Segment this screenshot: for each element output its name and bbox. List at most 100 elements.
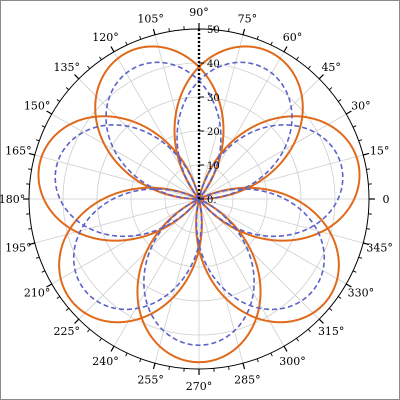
minor-tick-160 (35, 139, 40, 142)
angle-label-180: 180° (0, 193, 25, 206)
grid-spoke-330 (198, 198, 347, 285)
minor-tick-325 (337, 296, 342, 299)
minor-tick-295 (270, 352, 273, 357)
minor-tick-130 (87, 65, 91, 70)
radial-axis: 0. 10 20 30 40 50 (197, 25, 220, 206)
minor-tick-65 (270, 41, 273, 46)
major-tick-30 (345, 110, 352, 115)
angular-axis: 0 15° 30° 45° 60° 75° 90° 105° 120° 135° 150° 165° 1… (0, 6, 393, 393)
minor-tick-335 (352, 270, 357, 273)
angle-label-135: 135° (54, 61, 81, 74)
radial-label-0: 0. (207, 195, 217, 206)
major-tick-255 (152, 363, 156, 370)
major-tick-240 (110, 345, 115, 352)
grid-spoke-15 (198, 154, 364, 200)
major-tick-315 (318, 318, 324, 324)
grid-spoke-210 (51, 198, 200, 285)
minor-tick-340 (358, 256, 363, 259)
minor-tick-20 (358, 139, 363, 142)
grid-spoke-105 (154, 34, 200, 200)
angle-label-195: 195° (5, 241, 32, 254)
angle-label-165: 165° (5, 145, 32, 158)
angle-label-75: 75° (238, 12, 258, 25)
angle-label-315: 315° (318, 325, 345, 338)
angle-label-45: 45° (321, 61, 341, 74)
minor-tick-145 (56, 99, 61, 102)
series-layer (37, 45, 361, 364)
minor-tick-55 (296, 56, 299, 61)
angle-label-240: 240° (92, 355, 119, 368)
grid-spoke-45 (198, 78, 320, 200)
grid-spoke-75 (198, 34, 244, 200)
minor-tick-280 (228, 366, 230, 370)
major-tick-120 (110, 46, 115, 53)
angle-label-285: 285° (234, 374, 261, 387)
series-line-1 (37, 45, 361, 364)
major-tick-330 (345, 283, 352, 288)
radial-label-50: 50 (207, 25, 220, 36)
angle-label-255: 255° (137, 374, 164, 387)
grid-spoke-195 (34, 198, 200, 244)
minor-tick-125 (99, 56, 102, 61)
major-tick-105 (152, 28, 156, 35)
major-tick-225 (74, 318, 80, 324)
minor-tick-35 (337, 99, 342, 102)
angle-label-60: 60° (283, 31, 303, 44)
minor-tick-140 (65, 87, 70, 91)
angle-label-120: 120° (92, 31, 119, 44)
minor-tick-80 (228, 28, 230, 32)
minor-tick-190 (28, 228, 32, 230)
angle-label-150: 150° (24, 100, 51, 113)
minor-tick-70 (256, 35, 259, 40)
grid-spoke-285 (198, 198, 244, 364)
major-tick-135 (74, 74, 80, 80)
minor-tick-260 (168, 366, 170, 370)
grid-spoke-255 (154, 198, 200, 364)
angle-label-15: 15° (370, 145, 390, 158)
angle-label-300: 300° (279, 355, 306, 368)
minor-tick-10 (366, 168, 370, 170)
major-tick-300 (283, 345, 288, 352)
angle-label-225: 225° (54, 325, 81, 338)
angle-label-210: 210° (24, 287, 51, 300)
minor-tick-170 (28, 168, 32, 170)
angle-label-270: 270° (186, 380, 213, 393)
major-tick-75 (242, 28, 246, 35)
angle-label-105: 105° (137, 12, 164, 25)
angle-label-345: 345° (366, 241, 393, 254)
minor-tick-40 (328, 87, 333, 91)
grid-spoke-300 (198, 198, 285, 347)
minor-tick-290 (256, 358, 259, 363)
minor-tick-100 (168, 28, 170, 32)
minor-tick-205 (41, 270, 46, 273)
minor-tick-305 (296, 337, 299, 342)
grid-spoke-135 (78, 78, 200, 200)
minor-tick-350 (366, 228, 370, 230)
grid-spoke-150 (51, 113, 200, 200)
minor-tick-215 (56, 296, 61, 299)
grid-spoke-240 (113, 198, 200, 347)
angle-label-330: 330° (348, 287, 375, 300)
grid-spoke-165 (34, 154, 200, 200)
major-tick-195 (28, 242, 35, 246)
major-tick-345 (363, 242, 370, 246)
minor-tick-50 (307, 65, 311, 70)
minor-tick-235 (99, 337, 102, 342)
major-tick-285 (242, 363, 246, 370)
major-tick-45 (318, 74, 324, 80)
major-tick-165 (28, 152, 35, 156)
minor-tick-25 (352, 125, 357, 128)
radial-label-20: 20 (207, 127, 220, 138)
minor-tick-115 (125, 41, 128, 46)
minor-tick-155 (41, 125, 46, 128)
major-tick-15 (363, 152, 370, 156)
radial-label-40: 40 (207, 59, 220, 70)
minor-tick-245 (125, 352, 128, 357)
angle-label-30: 30° (351, 100, 371, 113)
angle-label-90: 90° (189, 6, 209, 19)
minor-tick-310 (307, 328, 311, 333)
radial-label-10: 10 (207, 161, 220, 172)
minor-tick-320 (328, 307, 333, 311)
major-tick-210 (46, 283, 53, 288)
